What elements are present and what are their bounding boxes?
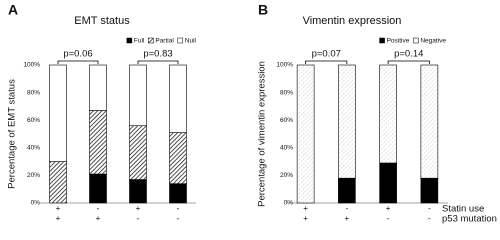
bar-segment [296,64,315,204]
bar-segment [169,64,187,133]
chart: A EMT status Percentage of EMT status 0% 20%… [7,2,497,225]
y-axis-label: Percentage of vimentin expression [257,61,268,207]
legend-swatch [413,37,419,44]
bar-segment [129,125,147,180]
y-tick-label: 40% [280,145,293,152]
annotation: p=0.83 [143,49,172,60]
legend-swatch [126,37,133,44]
legend-label: Partial [155,38,174,45]
legend-swatch [379,37,385,44]
bar-segment [420,177,439,204]
x-tick-label: - [177,204,180,213]
y-tick-label: 20% [280,172,293,179]
x-tick-label: - [177,214,180,223]
x-tick-label: - [387,214,390,223]
annotation: p=0.14 [394,49,423,60]
x-tick-label: - [137,214,140,223]
x-tick-label: + [96,214,101,223]
legend-swatch [177,37,184,44]
y-tick-label: 0% [31,200,41,207]
bar-segment [49,161,67,204]
panel-label: A [8,2,18,18]
bar-segment [49,64,67,162]
bar-segment [89,110,107,175]
panel-label: B [258,2,268,18]
bar-segment [89,64,107,111]
row-label: Statin use [442,204,484,215]
annotation: p=0.06 [63,49,92,60]
bar-segment [338,177,356,204]
legend-label: Null [185,38,197,45]
y-tick-label: 60% [27,117,40,124]
x-tick-label: + [345,214,350,223]
legend-label: Full [134,38,145,45]
x-tick-label: + [303,204,308,213]
chart-title: Vimentin expression [303,15,402,27]
significance-bracket [305,60,348,64]
legend-label: Negative [420,38,446,45]
y-tick-label: 60% [280,117,293,124]
y-axis-label: Percentage of EMT status [7,79,18,189]
x-tick-label: - [428,214,431,223]
y-tick-label: 40% [27,145,40,152]
x-tick-label: + [386,204,391,213]
significance-bracket [57,60,99,64]
bar-segment [379,64,397,164]
significance-bracket [137,60,179,64]
annotation: p=0.07 [312,49,341,60]
bar-segment [129,179,147,204]
bar-segment [420,64,439,179]
y-tick-label: 20% [27,172,40,179]
y-tick-label: 80% [280,89,293,96]
significance-bracket [387,60,430,64]
y-tick-label: 100% [276,62,293,69]
x-tick-label: + [56,204,61,213]
bar-segment [129,64,147,127]
bar-segment [338,64,356,179]
x-tick-label: + [136,204,141,213]
row-label: p53 mutation [442,214,497,225]
x-tick-label: - [428,204,431,213]
page: A EMT status Percentage of EMT status 0% 20%… [6,1,497,225]
legend-swatch [148,37,154,44]
chart-title: EMT status [74,15,130,27]
bar-segment [169,132,187,184]
x-tick-label: + [56,214,61,223]
bar-segment [169,183,187,204]
bar-segment [379,162,397,204]
bar-segment [89,173,107,204]
y-tick-label: 100% [23,62,40,69]
legend-label: Positive [387,38,410,45]
x-tick-label: + [303,214,308,223]
y-tick-label: 80% [27,89,40,96]
x-tick-label: - [346,204,349,213]
x-tick-label: - [97,204,100,213]
